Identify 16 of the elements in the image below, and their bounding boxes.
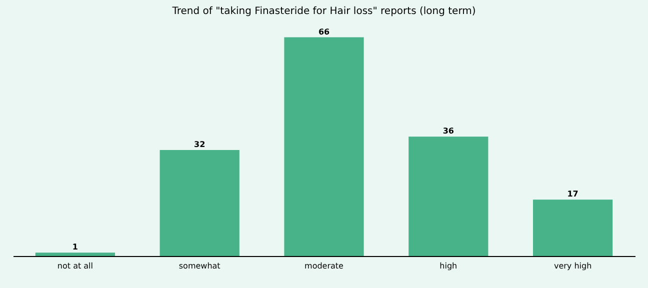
x-tick-label: moderate	[304, 262, 344, 270]
data-label: 32	[194, 140, 206, 149]
data-label: 36	[442, 126, 454, 136]
data-label: 17	[567, 190, 578, 199]
x-tick-label: high	[440, 262, 458, 270]
data-label: 66	[318, 27, 330, 36]
bar	[408, 136, 488, 256]
chart-title: Trend of "taking Finasteride for Hair loss" reports (long term)	[171, 6, 476, 17]
x-tick-label: very high	[554, 262, 592, 270]
bar	[532, 200, 613, 256]
bar	[284, 37, 364, 256]
x-tick-label: somewhat	[178, 262, 220, 270]
bar	[35, 252, 116, 256]
x-tick-label: not at all	[57, 262, 93, 270]
bar	[160, 150, 240, 256]
data-label: 1	[72, 242, 78, 252]
